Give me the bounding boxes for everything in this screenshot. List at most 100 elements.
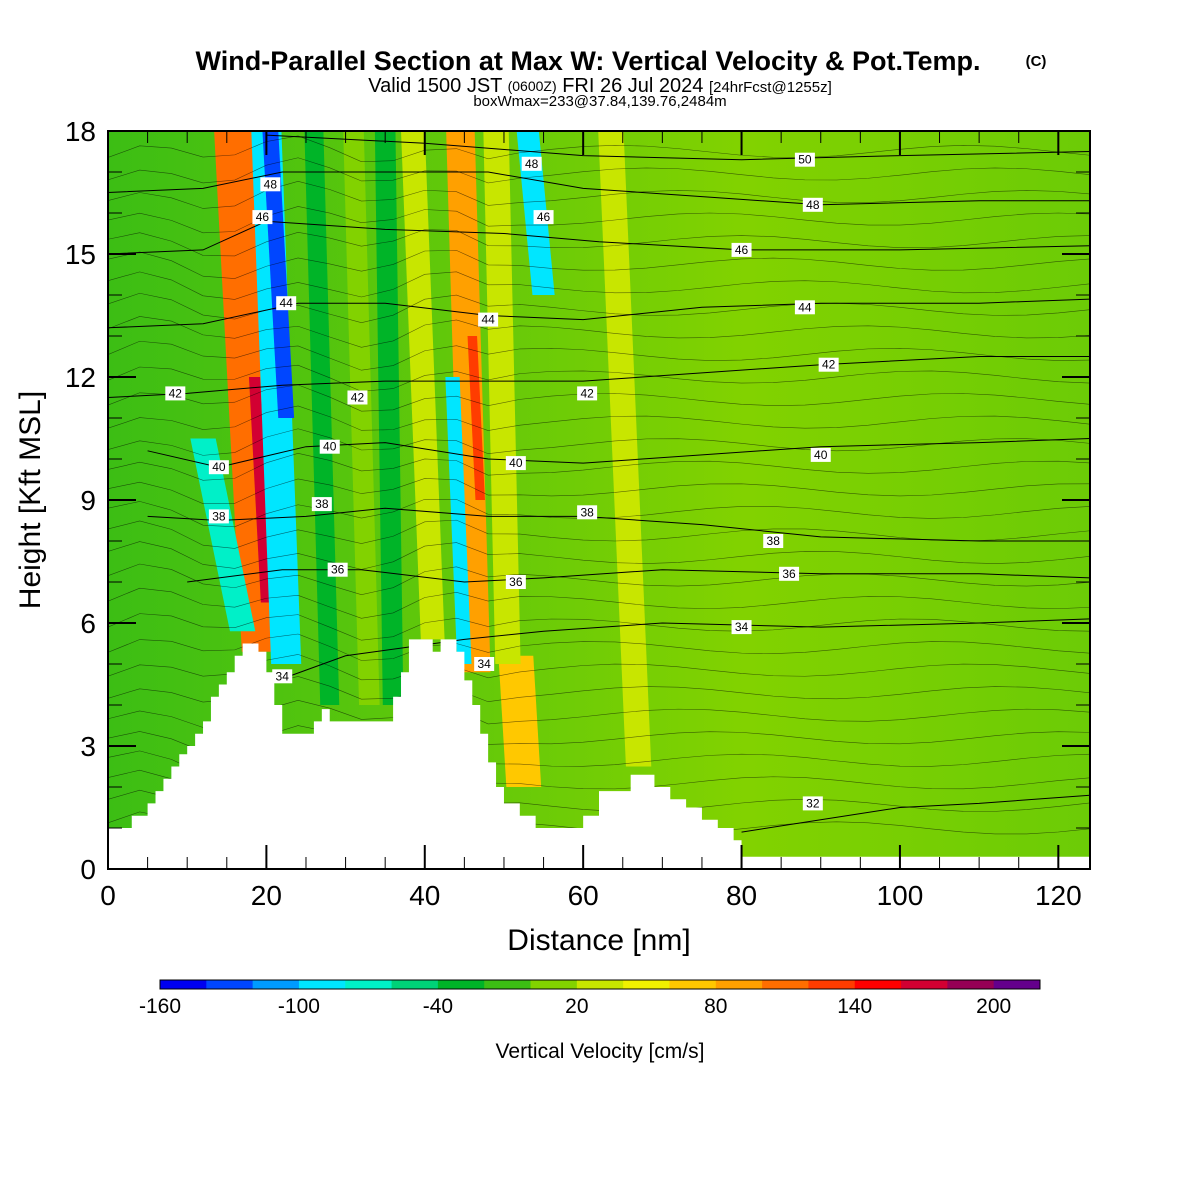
theta-label-bg <box>272 669 293 684</box>
theta-isoline <box>108 519 1090 549</box>
theta-label: 38 <box>315 497 329 511</box>
colorbar-tick-label: -160 <box>139 995 181 1018</box>
theta-label: 42 <box>580 386 594 400</box>
theta-contour-34 <box>266 618 1090 685</box>
theta-label: 38 <box>580 505 594 519</box>
theta-label-bg <box>794 152 815 167</box>
theta-label: 42 <box>169 386 183 400</box>
downdraft-band-5 <box>374 131 404 705</box>
theta-label: 38 <box>212 509 226 523</box>
x-axis-label: Distance [nm] <box>507 924 690 957</box>
theta-isoline <box>108 364 1090 392</box>
theta-isoline <box>108 541 1090 570</box>
theta-label-bg <box>802 197 823 212</box>
theta-label-bg <box>478 312 499 327</box>
subtitle-date: FRI 26 Jul 2024 <box>562 75 703 97</box>
theta-label-bg <box>577 386 598 401</box>
x-tick-label: 60 <box>568 880 599 911</box>
x-tick-label: 0 <box>100 880 116 911</box>
theta-isoline <box>108 250 1090 279</box>
colorbar-swatch <box>808 980 856 989</box>
theta-label-bg <box>533 210 554 225</box>
theta-label-bg <box>794 300 815 315</box>
theta-label: 48 <box>525 157 539 171</box>
theta-label-bg <box>731 242 752 257</box>
x-tick-label: 100 <box>877 880 924 911</box>
x-tick-label: 120 <box>1035 880 1082 911</box>
theta-label-bg <box>810 447 831 462</box>
theta-label: 40 <box>814 448 828 462</box>
updraft-band-3 <box>467 336 485 500</box>
theta-label: 44 <box>481 313 495 327</box>
theta-label-bg <box>208 460 229 475</box>
theta-isoline <box>108 563 1090 595</box>
theta-label: 44 <box>798 300 812 314</box>
theta-contour-40 <box>147 438 1090 468</box>
theta-label-bg <box>327 562 348 577</box>
subtitle-zulu: (0600Z) <box>508 78 557 94</box>
colorbar-swatch <box>762 980 809 989</box>
x-tick-label: 40 <box>409 880 440 911</box>
y-tick-label: 18 <box>65 116 96 147</box>
colorbar-tick-labels: -160 -100 -40 20 80 140 200 <box>139 995 1011 1018</box>
theta-isoline <box>108 633 1090 661</box>
updraft-band-2 <box>446 131 491 673</box>
theta-label: 36 <box>782 567 796 581</box>
theta-isoline <box>108 654 1090 681</box>
theta-isoline <box>108 292 1090 323</box>
theta-label: 46 <box>256 210 270 224</box>
y-tick-label: 0 <box>80 854 96 885</box>
downdraft-band-2 <box>190 438 256 632</box>
theta-label: 42 <box>351 391 365 405</box>
colorbar-tick-label: -100 <box>278 995 320 1018</box>
theta-label: 34 <box>477 657 491 671</box>
x-tick-label: 80 <box>726 880 757 911</box>
theta-isoline <box>108 271 1090 300</box>
theta-label: 34 <box>735 620 749 634</box>
theta-label: 34 <box>276 669 290 683</box>
colorbar-swatch <box>437 980 485 989</box>
x-tick-label: 20 <box>251 880 282 911</box>
theta-label: 44 <box>280 296 294 310</box>
downdraft-band-1 <box>262 131 295 418</box>
theta-label-bg <box>165 386 186 401</box>
colorbar-swatch <box>947 980 995 989</box>
theta-label: 40 <box>212 460 226 474</box>
theta-isoline <box>108 613 1090 641</box>
y-tick-label: 15 <box>65 239 96 270</box>
y-tick-label: 9 <box>80 485 96 516</box>
y-tick-label: 3 <box>80 731 96 762</box>
theta-isoline <box>108 157 1090 184</box>
theta-label: 42 <box>822 358 836 372</box>
colorbar-frame <box>159 979 1041 990</box>
theta-label-bg <box>763 534 784 548</box>
theta-label-bg <box>779 566 800 581</box>
theta-label-bg <box>252 210 273 225</box>
x-axis-ticks: 0 20 40 60 80 100 120 <box>100 131 1082 911</box>
theta-isoline <box>108 452 1090 481</box>
colorbar-tick-label: -40 <box>423 995 453 1018</box>
colorbar-swatch <box>391 980 439 989</box>
colorbar <box>159 979 1041 990</box>
colorbar-swatch <box>345 980 393 989</box>
colorbar-swatch <box>530 980 578 989</box>
chart-title: Wind-Parallel Section at Max W: Vertical… <box>196 46 981 76</box>
theta-label-bg <box>802 796 823 811</box>
theta-contour-labels: 32 34 36 38 40 42 44 46 48 50 48 46 44 42 42 40 40 38 38 36… <box>165 152 839 811</box>
theta-label-bg <box>276 296 297 311</box>
downdraft-band-0 <box>251 131 302 664</box>
theta-isoline <box>108 405 1090 431</box>
plot-area: 32 34 36 38 40 42 44 46 48 50 48 46 44 42 42 40 40 38 38 36… <box>108 131 1090 869</box>
theta-label-bg <box>474 657 495 671</box>
theta-isoline <box>108 384 1090 412</box>
colorbar-swatch <box>298 980 346 989</box>
colorbar-swatch <box>160 980 207 989</box>
theta-label-bg <box>505 456 526 471</box>
theta-label: 48 <box>806 198 820 212</box>
theta-label-bg <box>319 439 340 454</box>
theta-label-bg <box>208 509 229 524</box>
theta-label-bg <box>521 156 542 171</box>
colorbar-swatch <box>993 980 1041 989</box>
theta-label: 36 <box>331 563 345 577</box>
colorbar-swatch <box>576 980 624 989</box>
